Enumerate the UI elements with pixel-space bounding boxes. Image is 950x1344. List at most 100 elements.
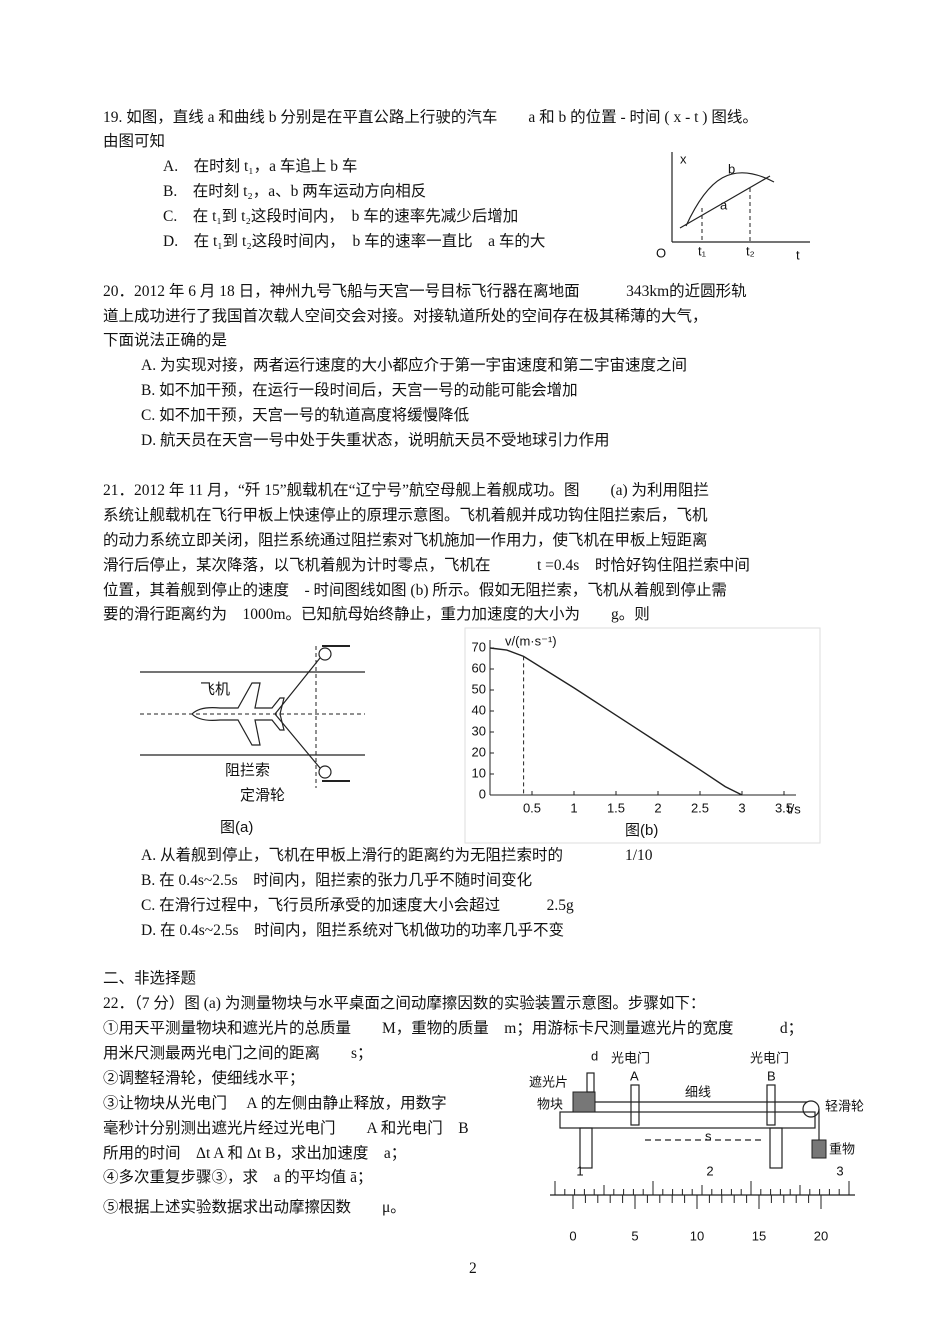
line-a xyxy=(679,175,771,229)
option: D. 在 t₁到 t₂这段时间内， b 车的速率一直比 a 车的大 xyxy=(163,233,546,250)
x-tick-label: 0.5 xyxy=(523,800,541,815)
vernier-label: 0 xyxy=(569,1228,576,1243)
figure-a: 飞机 阻拦索 定滑轮 图(a) xyxy=(140,645,365,836)
label: t₁ xyxy=(698,243,707,258)
label: 阻拦索 xyxy=(225,762,270,779)
main-scale-label: 1 xyxy=(576,1163,583,1178)
label: 轻滑轮 xyxy=(825,1098,864,1113)
arresting-cable xyxy=(274,657,321,769)
section-heading: 二、非选择题 xyxy=(103,970,197,987)
vernier-scale: 1 2 3 0 5 10 15 20 xyxy=(554,1163,850,1243)
y-tick-label: 0 xyxy=(479,786,486,801)
label: a xyxy=(720,197,728,212)
question-stem: 位置，其着舰到停止的速度 - 时间图线如图 (b) 所示。假如无阻拦索，飞机从着… xyxy=(103,582,727,599)
block xyxy=(572,1091,596,1113)
question-stem: 系统让舰载机在飞行甲板上快速停止的原理示意图。飞机着舰并成功钩住阻拦索后，飞机 xyxy=(103,507,708,524)
table-leg xyxy=(769,1127,783,1169)
label: 物块 xyxy=(537,1096,563,1111)
table xyxy=(559,1111,816,1129)
question-stem: 道上成功进行了我国首次载人空间交会对接。对接轨道所处的空间存在极其稀薄的大气， xyxy=(103,308,708,325)
option: C. 在滑行过程中，飞行员所承受的加速度大小会超过 2.5g xyxy=(141,897,574,914)
label: x xyxy=(680,151,687,166)
vernier-label: 15 xyxy=(752,1228,766,1243)
question-stem: 的动力系统立即关闭，阻拦系统通过阻拦索对飞机施加一作用力，使飞机在甲板上短距离 xyxy=(103,532,708,549)
option: D. 航天员在天宫一号中处于失重状态，说明航天员不受地球引力作用 xyxy=(141,432,610,449)
question-stem: 要的滑行距离约为 1000m。已知航母始终静止，重力加速度的大小为 g。则 xyxy=(103,606,650,623)
label: 遮光片 xyxy=(529,1074,568,1089)
y-tick-label: 50 xyxy=(472,681,486,696)
option: A. 为实现对接，两者运行速度的大小都应介于第一宇宙速度和第二宇宙速度之间 xyxy=(141,357,687,374)
vernier-label: 20 xyxy=(814,1228,828,1243)
shutter xyxy=(586,1072,595,1093)
figure-b-chart: v/(m·s⁻¹) t/s 图(b) 0 10 20 30 40 50 60 70 0.5 1 1.… xyxy=(464,627,821,844)
option: B. 如不加干预，在运行一段时间后，天宫一号的动能可能会增加 xyxy=(141,382,578,399)
question-line: ③让物块从光电门 A 的左侧由静止释放，用数字 xyxy=(103,1095,447,1112)
x-tick-label: 1 xyxy=(570,800,577,815)
plane xyxy=(191,682,285,746)
x-tick-label: 1.5 xyxy=(607,800,625,815)
frame xyxy=(464,627,821,844)
figure-22: d 光电门 A 光电门 B 遮光片 物块 细线 轻滑轮 s 重物 1 2 3 0 5 10… xyxy=(529,1048,864,1243)
pulley xyxy=(318,765,332,779)
label: 重物 xyxy=(829,1141,855,1156)
question-line: ②调整轻滑轮，使细线水平； xyxy=(103,1070,305,1087)
table-leg xyxy=(579,1127,593,1169)
y-tick-label: 20 xyxy=(472,744,486,759)
y-tick-label: 60 xyxy=(472,660,486,675)
label: 定滑轮 xyxy=(240,787,285,804)
label: 光电门 xyxy=(611,1050,650,1065)
question-line: 用米尺测最两光电门之间的距离 s； xyxy=(103,1045,373,1062)
question-stem: 22．（7 分）图 (a) 为测量物块与水平桌面之间动摩擦因数的实验装置示意图。… xyxy=(103,995,706,1012)
x-axis-label: t/s xyxy=(787,801,801,816)
y-tick-label: 70 xyxy=(472,639,486,654)
x-tick-label: 3.5 xyxy=(775,800,793,815)
label: B xyxy=(767,1068,776,1083)
label: b xyxy=(728,161,735,176)
page-number: 2 xyxy=(469,1260,477,1277)
gate xyxy=(630,1084,640,1126)
gate xyxy=(766,1084,776,1126)
caption: 图(b) xyxy=(625,822,658,839)
question-line: 所用的时间 Δt A 和 Δt B，求出加速度 a； xyxy=(103,1145,407,1162)
label: t xyxy=(796,247,800,262)
vernier-label: 10 xyxy=(690,1228,704,1243)
label: t₂ xyxy=(746,243,755,258)
x-tick-label: 2.5 xyxy=(691,800,709,815)
option: B. 在时刻 t₂，a、b 两车运动方向相反 xyxy=(163,183,427,200)
pulley xyxy=(318,647,332,661)
y-axis-label: v/(m·s⁻¹) xyxy=(505,633,557,648)
question-stem: 下面说法正确的是 xyxy=(103,332,228,349)
label: 细线 xyxy=(685,1084,711,1099)
label: 飞机 xyxy=(200,681,230,698)
y-tick-label: 40 xyxy=(472,702,486,717)
question-stem: 21．2012 年 11 月，“歼 15”舰载机在“辽宁号”航空母舰上着舰成功。… xyxy=(103,482,710,499)
curve-b xyxy=(685,172,775,227)
option: C. 在 t₁到 t₂这段时间内， b 车的速率先减少后增加 xyxy=(163,208,519,225)
label: O xyxy=(656,245,666,260)
v-t-curve xyxy=(489,647,743,796)
x-tick-label: 3 xyxy=(738,800,745,815)
option: D. 在 0.4s~2.5s 时间内，阻拦系统对飞机做功的功率几乎不变 xyxy=(141,922,565,939)
option: A. 在时刻 t₁，a 车追上 b 车 xyxy=(163,158,358,175)
main-scale-label: 2 xyxy=(706,1163,713,1178)
weight xyxy=(811,1139,827,1159)
option: C. 如不加干预，天宫一号的轨道高度将缓慢降低 xyxy=(141,407,470,424)
question-line: ①用天平测量物块和遮光片的总质量 M，重物的质量 m；用游标卡尺测量遮光片的宽度… xyxy=(103,1020,804,1037)
main-scale-label: 3 xyxy=(836,1163,843,1178)
question-stem: 由图可知 xyxy=(103,133,166,150)
caption: 图(a) xyxy=(220,819,253,836)
question-stem: 19. 如图，直线 a 和曲线 b 分别是在平直公路上行驶的汽车 a 和 b 的… xyxy=(103,109,758,126)
question-stem: 滑行后停止，某次降落，以飞机着舰为计时零点，飞机在 t =0.4s 时恰好钩住阻… xyxy=(103,557,750,574)
y-tick-label: 30 xyxy=(472,723,486,738)
x-tick-label: 2 xyxy=(654,800,661,815)
label: A xyxy=(630,1068,639,1083)
y-tick-label: 10 xyxy=(472,765,486,780)
question-line: ⑤根据上述实验数据求出动摩擦因数 μ。 xyxy=(103,1199,406,1216)
option: B. 在 0.4s~2.5s 时间内，阻拦索的张力几乎不随时间变化 xyxy=(141,872,533,889)
question-line: 毫秒计分别测出遮光片经过光电门 A 和光电门 B xyxy=(103,1120,469,1137)
xt-graph: x b a O t₁ t₂ t xyxy=(656,151,810,262)
question-stem: 20．2012 年 6 月 18 日，神州九号飞船与天宫一号目标飞行器在离地面 … xyxy=(103,283,747,300)
label: s xyxy=(705,1128,712,1143)
vernier-label: 5 xyxy=(631,1228,638,1243)
